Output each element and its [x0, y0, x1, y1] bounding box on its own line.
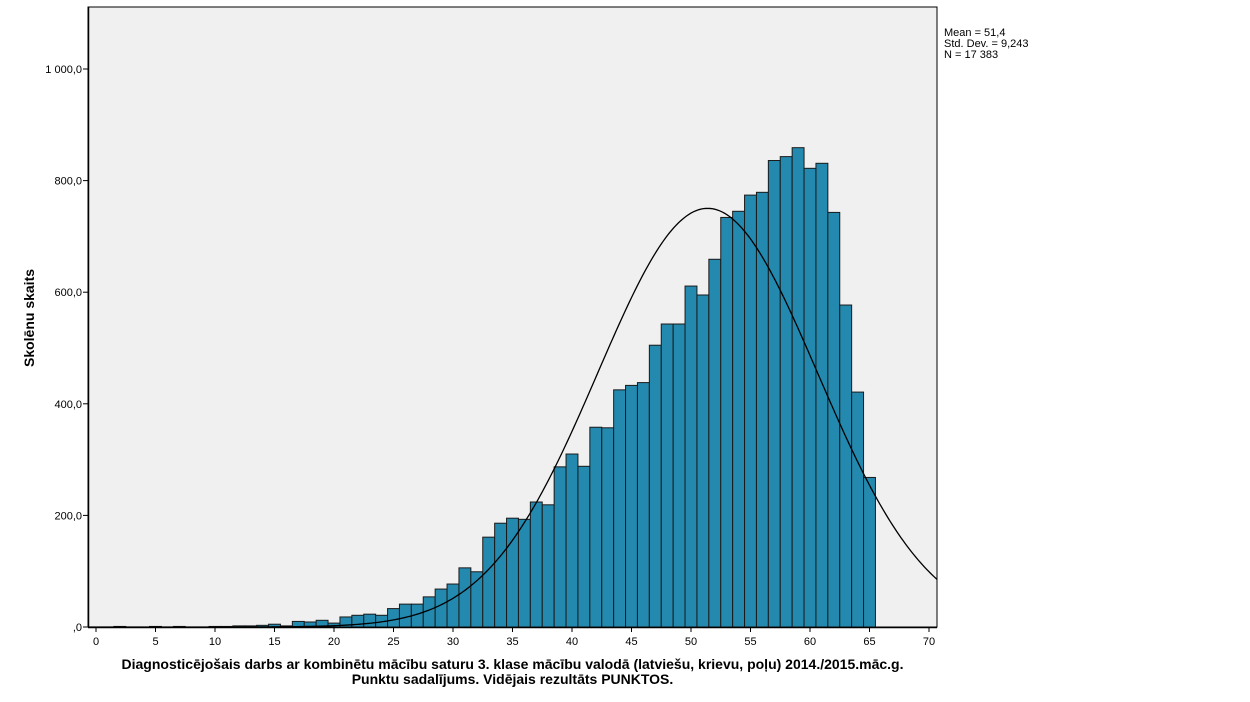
y-axis-title: Skolēnu skaits — [21, 269, 37, 367]
x-tick-label: 50 — [685, 636, 697, 648]
histogram-bar — [577, 465, 591, 628]
histogram-bar — [434, 588, 448, 628]
y-tick-label: 400,0 — [54, 399, 82, 411]
histogram-bar — [815, 162, 829, 628]
histogram-bar — [541, 504, 555, 628]
histogram-bar — [636, 382, 650, 628]
y-tick-label: 1 000,0 — [45, 64, 82, 76]
y-tick-label: ,0 — [73, 622, 82, 634]
x-axis-ticks: 0 5 10 15 20 25 30 35 40 45 50 55 60 65 70 — [93, 627, 935, 648]
x-tick-label: 10 — [209, 636, 221, 648]
histogram-bar — [660, 323, 674, 628]
x-tick-label: 30 — [447, 636, 459, 648]
x-tick-label: 55 — [744, 636, 756, 648]
histogram-bar — [732, 210, 746, 628]
histogram-bar — [708, 258, 722, 628]
histogram-bar — [684, 285, 698, 628]
y-tick-label: 600,0 — [54, 287, 82, 299]
stats-box: Mean = 51,4 Std. Dev. = 9,243 N = 17 383 — [944, 28, 1029, 61]
histogram-bar — [791, 147, 805, 628]
histogram-bar — [863, 476, 876, 628]
histogram-bar — [839, 304, 853, 628]
histogram-bar — [767, 160, 781, 628]
histogram-bar — [779, 156, 793, 628]
x-tick-label: 25 — [387, 636, 399, 648]
histogram-bar — [803, 167, 817, 628]
stat-std-dev: Std. Dev. = 9,243 — [944, 38, 1029, 50]
y-tick-label: 200,0 — [54, 510, 82, 522]
x-tick-label: 20 — [328, 636, 340, 648]
histogram-bar — [625, 384, 638, 628]
histogram-bar — [672, 323, 686, 628]
x-axis-title-line-1: Diagnosticējošais darbs ar kombinētu māc… — [121, 656, 904, 672]
x-tick-label: 45 — [625, 636, 637, 648]
histogram-bar — [494, 522, 508, 628]
histogram-bar — [363, 613, 377, 628]
histogram-bar — [553, 466, 567, 628]
x-tick-label: 5 — [152, 636, 158, 648]
histogram-bar — [387, 608, 400, 628]
x-tick-label: 65 — [863, 636, 875, 648]
x-tick-label: 0 — [93, 636, 99, 648]
histogram-bar — [696, 294, 710, 628]
histogram-bar — [529, 501, 543, 628]
stat-mean: Mean = 51,4 — [944, 27, 1006, 39]
stat-n: N = 17 383 — [944, 49, 999, 61]
x-tick-label: 35 — [506, 636, 518, 648]
histogram-bar — [601, 427, 615, 628]
x-axis-title-line-2: Punktu sadalījums. Vidējais rezultāts PU… — [351, 671, 674, 687]
y-tick-label: 800,0 — [54, 176, 82, 188]
histogram-bar — [446, 583, 460, 628]
histogram-bar — [851, 391, 865, 628]
x-tick-label: 70 — [923, 636, 935, 648]
histogram-bar — [613, 389, 627, 628]
histogram-bar — [720, 216, 734, 628]
histogram-bar — [744, 194, 757, 628]
histogram-bar — [589, 426, 603, 628]
histogram-bar — [517, 518, 531, 628]
x-tick-label: 60 — [804, 636, 816, 648]
histogram-bar — [565, 453, 579, 628]
bars-group — [113, 147, 876, 628]
histogram-bar — [648, 344, 662, 628]
x-axis-title: Diagnosticējošais darbs ar kombinētu māc… — [0, 657, 1025, 687]
x-tick-label: 15 — [268, 636, 280, 648]
histogram-bar — [398, 603, 412, 628]
histogram-bar — [458, 567, 472, 628]
histogram-bar — [482, 536, 496, 628]
x-tick-label: 40 — [566, 636, 578, 648]
y-axis-ticks: ,0 200,0 400,0 600,0 800,0 1 000,0 — [45, 64, 88, 634]
